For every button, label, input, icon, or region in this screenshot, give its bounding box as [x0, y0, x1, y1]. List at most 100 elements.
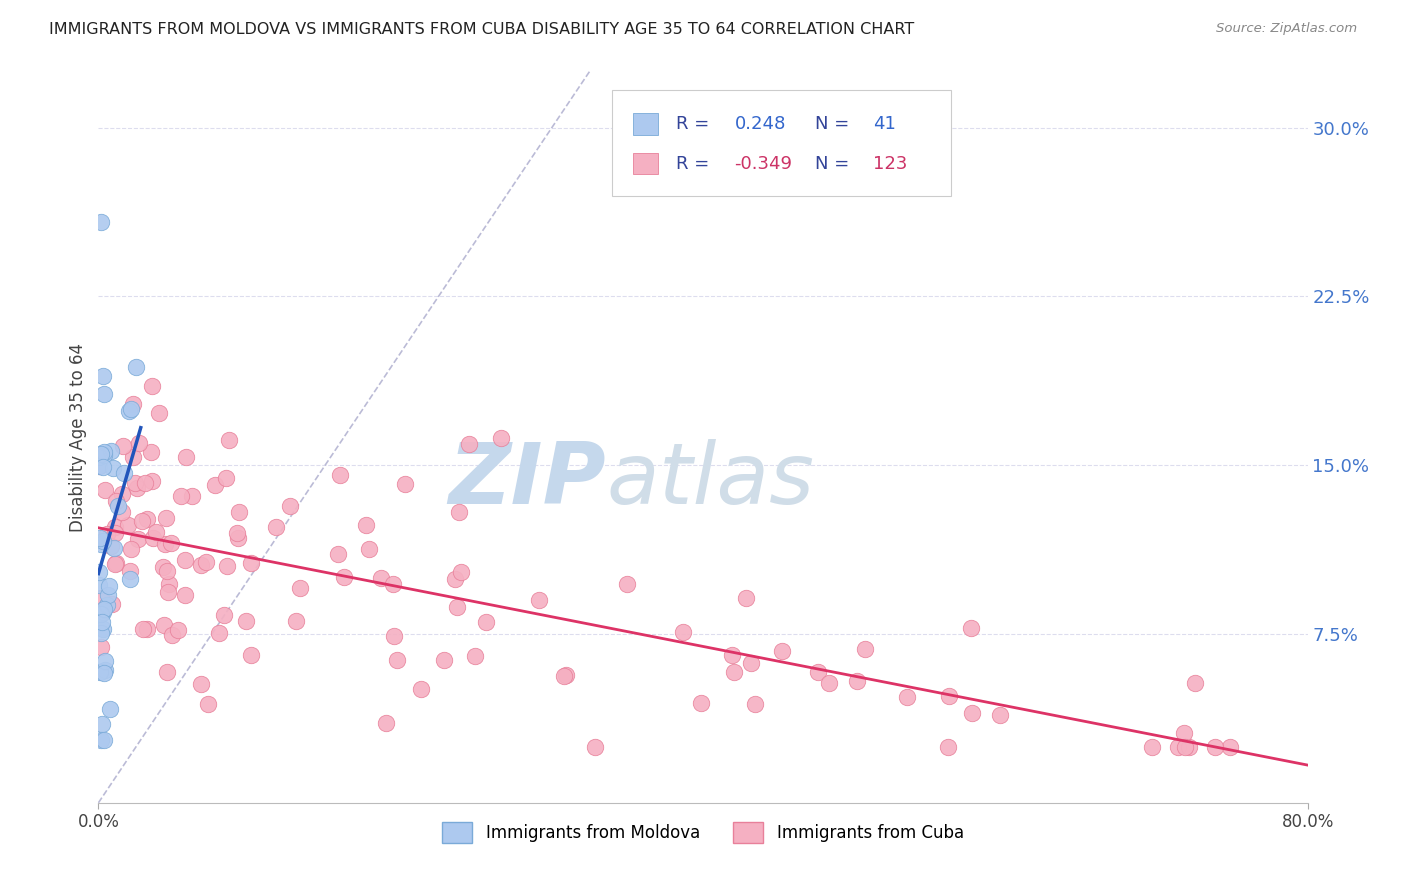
Y-axis label: Disability Age 35 to 64: Disability Age 35 to 64 [69, 343, 87, 532]
Point [195, 555, 218, 569]
Point [370, 571, 392, 585]
Point [107, 499, 129, 513]
Point [156, 585, 179, 599]
Point [97, 579, 120, 593]
Point [160, 536, 183, 550]
Point [93, 601, 115, 615]
Point [89, 459, 111, 474]
Point [278, 500, 301, 514]
Point [90, 615, 112, 629]
Point [553, 669, 575, 683]
Point [960, 706, 983, 721]
Point [181, 489, 204, 503]
Point [156, 565, 179, 579]
Point [197, 698, 219, 712]
Text: 123: 123 [873, 154, 908, 172]
Point [87, 449, 110, 463]
Point [489, 431, 512, 445]
Point [98, 702, 121, 716]
Point [1173, 725, 1195, 739]
Point [226, 532, 249, 546]
Point [125, 481, 148, 495]
Point [938, 689, 960, 703]
Point [936, 739, 959, 754]
Point [382, 577, 405, 591]
Point [740, 657, 762, 671]
Point [207, 626, 229, 640]
Point [672, 624, 695, 639]
Point [122, 450, 145, 465]
Point [226, 526, 249, 541]
Point [127, 532, 149, 546]
Point [104, 525, 127, 540]
Point [1178, 739, 1201, 754]
Point [217, 559, 239, 574]
Point [354, 518, 377, 533]
Point [723, 665, 745, 680]
Point [215, 471, 238, 485]
Text: IMMIGRANTS FROM MOLDOVA VS IMMIGRANTS FROM CUBA DISABILITY AGE 35 TO 64 CORRELAT: IMMIGRANTS FROM MOLDOVA VS IMMIGRANTS FR… [49, 22, 914, 37]
Point [433, 653, 456, 667]
Text: atlas: atlas [606, 440, 814, 523]
Point [583, 739, 606, 754]
Text: R =: R = [676, 115, 716, 133]
Point [128, 436, 150, 450]
Point [87, 450, 110, 465]
Point [167, 623, 190, 637]
Point [120, 542, 142, 557]
Point [131, 514, 153, 528]
Point [235, 614, 257, 628]
Point [988, 707, 1011, 722]
Point [464, 649, 486, 664]
Point [290, 581, 312, 595]
Point [136, 512, 159, 526]
Point [212, 608, 235, 623]
Point [555, 668, 578, 682]
Text: R =: R = [676, 154, 716, 172]
Point [103, 541, 125, 555]
Point [333, 570, 356, 584]
Point [89, 665, 111, 680]
Point [125, 359, 148, 374]
Point [90, 626, 112, 640]
Point [735, 591, 758, 605]
Point [87, 459, 110, 474]
Point [124, 476, 146, 491]
Point [100, 597, 122, 611]
Point [93, 445, 115, 459]
Point [100, 444, 122, 458]
Point [91, 368, 114, 383]
Point [475, 615, 498, 629]
Point [153, 618, 176, 632]
Point [960, 621, 983, 635]
Point [90, 537, 112, 551]
Point [132, 623, 155, 637]
Point [100, 539, 122, 553]
Point [90, 716, 112, 731]
Text: N =: N = [815, 115, 855, 133]
Point [818, 676, 841, 690]
Point [142, 531, 165, 545]
Point [1204, 739, 1226, 754]
Point [141, 378, 163, 392]
Text: N =: N = [815, 154, 855, 172]
Point [91, 460, 114, 475]
Bar [633, 153, 658, 175]
Point [326, 547, 349, 561]
Point [284, 614, 307, 628]
Point [807, 665, 830, 679]
Point [94, 663, 117, 677]
Point [896, 690, 918, 705]
Point [89, 531, 111, 545]
Point [122, 397, 145, 411]
Point [190, 558, 212, 572]
Point [157, 576, 180, 591]
Point [450, 565, 472, 579]
Point [141, 474, 163, 488]
Point [446, 600, 468, 615]
Text: Source: ZipAtlas.com: Source: ZipAtlas.com [1216, 22, 1357, 36]
Point [240, 556, 263, 570]
Point [90, 607, 112, 621]
Point [162, 628, 184, 642]
Point [120, 402, 142, 417]
